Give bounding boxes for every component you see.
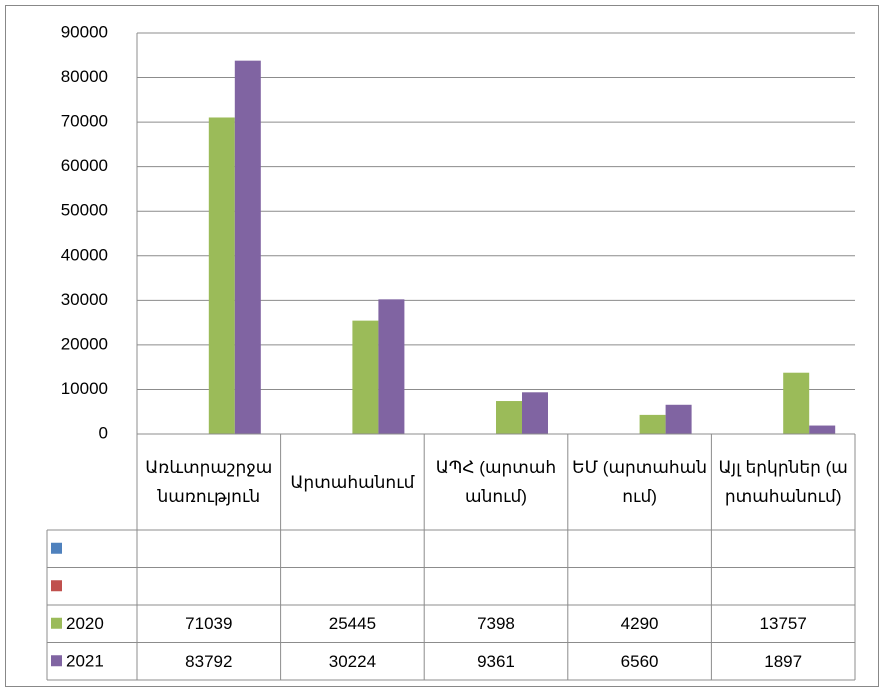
bar — [639, 414, 666, 434]
legend-key — [51, 617, 62, 629]
y-tick-label: 10000 — [61, 379, 108, 398]
y-tick-label: 20000 — [61, 334, 108, 353]
bar — [809, 425, 836, 434]
bar — [665, 404, 692, 434]
data-table-value: 9361 — [477, 651, 515, 671]
bar — [783, 372, 810, 434]
legend-key — [51, 580, 62, 592]
bar — [522, 392, 548, 434]
legend-key — [51, 542, 62, 554]
bar — [234, 60, 261, 434]
bar — [208, 117, 235, 435]
bar — [496, 401, 522, 434]
data-table-value: 25445 — [328, 614, 377, 634]
y-tick-label: 80000 — [61, 67, 108, 86]
y-tick-label: 30000 — [61, 290, 108, 309]
x-tick-label: Այլ երկրներ (արտահանում) — [718, 458, 848, 506]
chart-frame — [5, 5, 879, 687]
y-tick-label: 50000 — [61, 201, 108, 220]
y-tick-label: 60000 — [61, 156, 108, 175]
y-tick-label: 70000 — [61, 112, 108, 131]
y-tick-label: 0 — [99, 423, 108, 442]
legend-key — [51, 655, 62, 667]
bar — [378, 299, 405, 434]
x-tick-label: Առևտրաշրջանառություն — [145, 458, 273, 506]
legend-label: 2020 — [66, 614, 104, 633]
x-tick-label: ԱՊՀ (արտահանում) — [435, 458, 557, 506]
data-table-value: 71039 — [185, 614, 233, 634]
y-tick-label: 40000 — [61, 245, 108, 264]
data-table-value: 13757 — [759, 614, 807, 634]
data-table-value: 83792 — [185, 651, 233, 671]
data-table-value: 4290 — [620, 614, 659, 634]
data-table-value: 1897 — [764, 651, 803, 671]
data-table-value: 6560 — [620, 651, 659, 671]
x-tick-label: Արտահանում — [290, 472, 415, 492]
bar — [352, 320, 379, 434]
data-table-value: 7398 — [477, 614, 515, 634]
data-table-value: 30224 — [328, 651, 377, 671]
x-tick-label: ԵՄ (արտահանում) — [572, 458, 708, 506]
y-tick-label: 90000 — [61, 22, 108, 41]
legend-label: 2021 — [66, 652, 104, 671]
